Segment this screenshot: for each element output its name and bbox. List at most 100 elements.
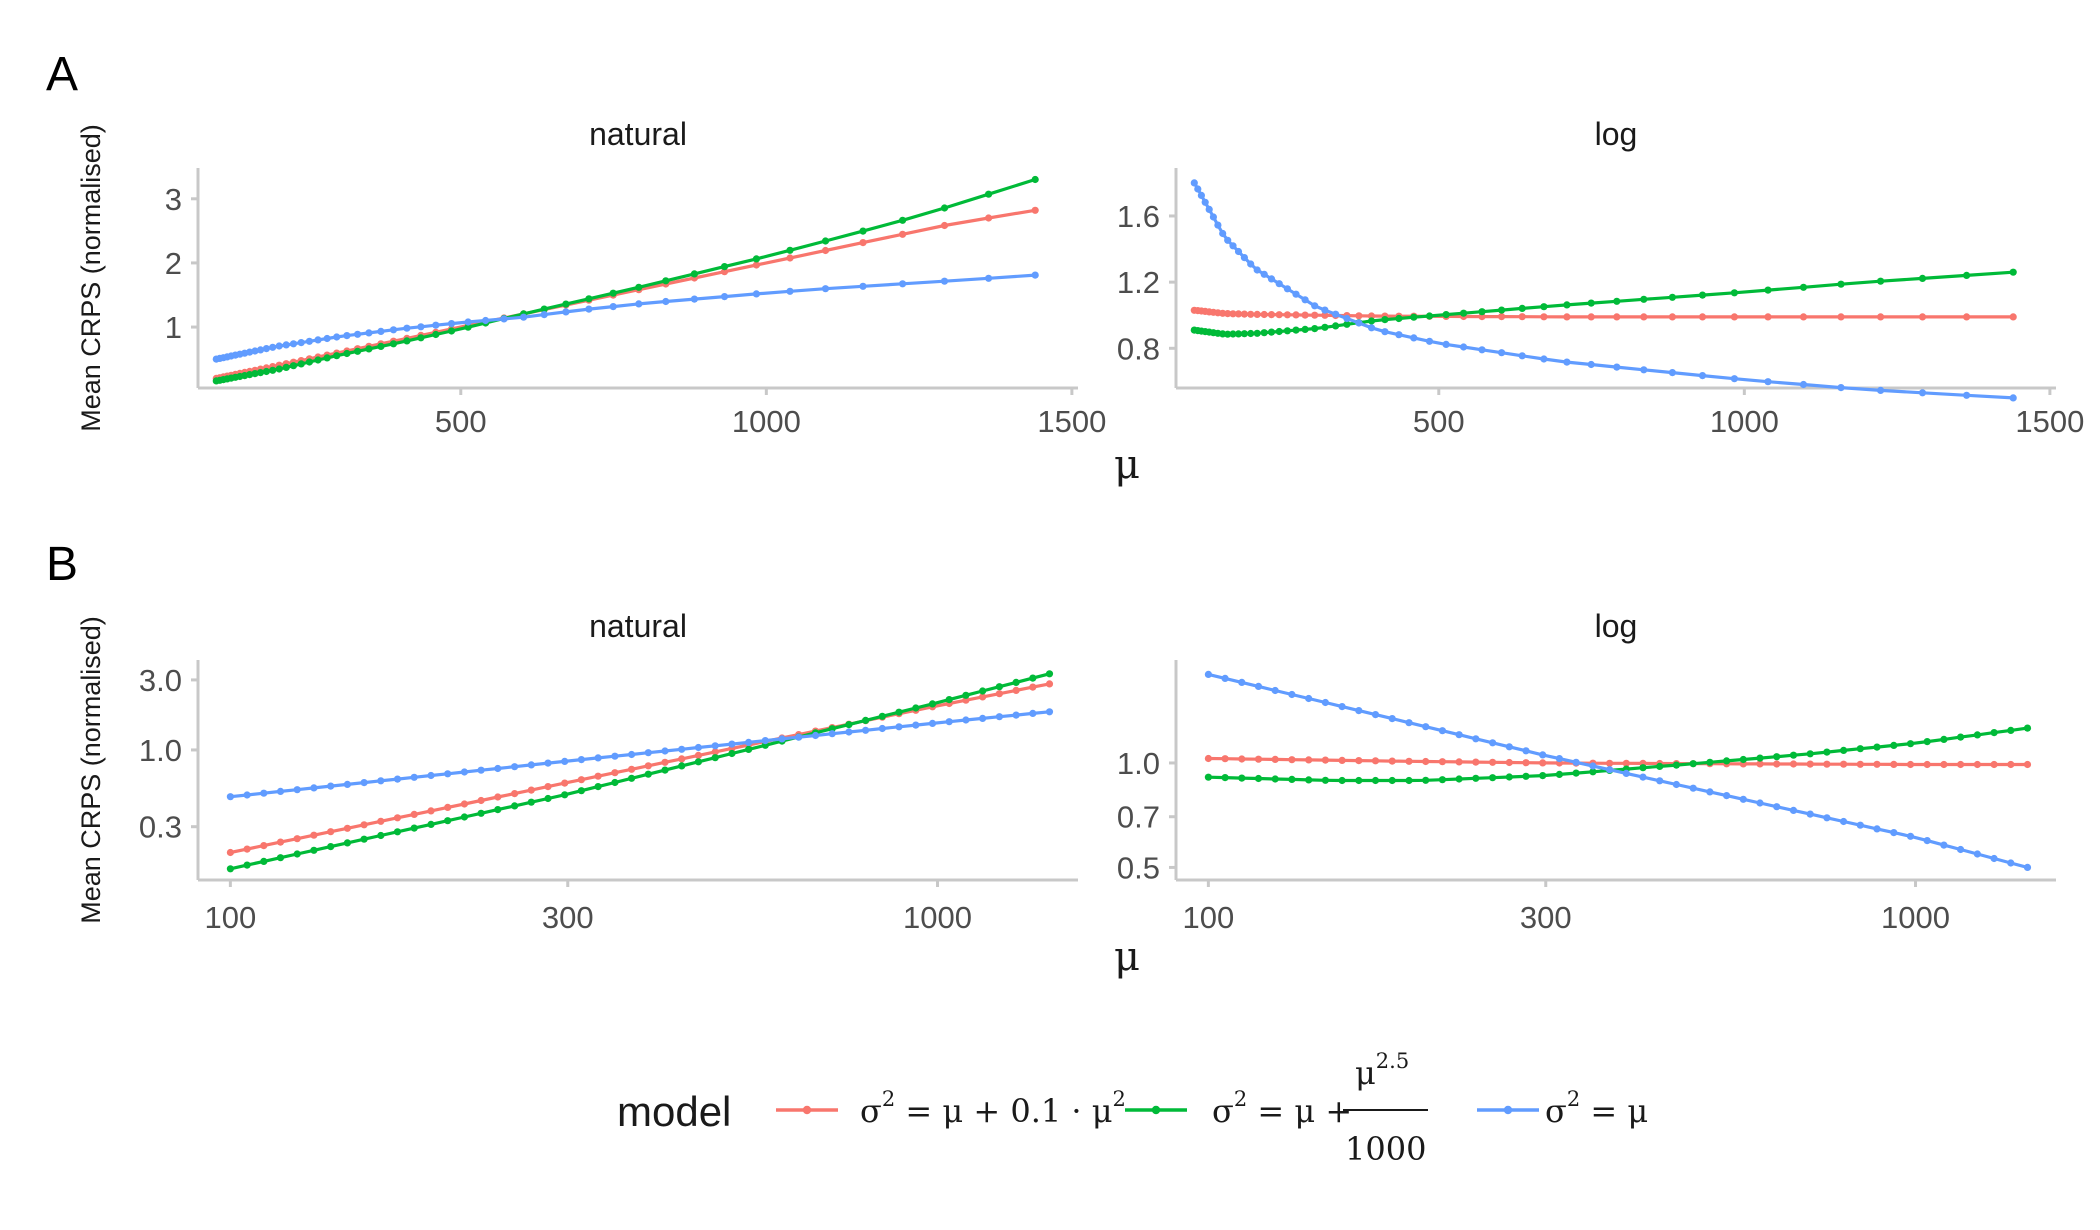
data-point — [1311, 311, 1319, 319]
data-point — [1271, 686, 1279, 695]
data-point — [1321, 698, 1329, 707]
data-point — [1371, 711, 1380, 719]
data-point — [276, 787, 285, 796]
data-point — [1940, 735, 1948, 744]
data-point — [251, 370, 259, 378]
data-point — [1438, 727, 1446, 735]
data-point — [1698, 372, 1707, 380]
y-axis-title: Mean CRPS (normalised) — [76, 124, 106, 432]
data-point — [1194, 185, 1202, 193]
data-point — [1240, 330, 1248, 338]
data-point — [494, 793, 502, 801]
data-point — [1338, 756, 1346, 765]
data-point — [899, 230, 907, 238]
data-point — [662, 277, 670, 285]
data-point — [1438, 776, 1446, 784]
data-point — [510, 802, 519, 810]
data-point — [561, 757, 569, 766]
data-point — [635, 300, 643, 308]
data-point — [1311, 325, 1319, 333]
data-point — [365, 345, 373, 353]
y-tick-label: 1.6 — [1117, 199, 1160, 234]
data-point — [1288, 775, 1296, 784]
data-point — [561, 779, 569, 787]
data-point — [821, 237, 830, 245]
data-point — [1455, 731, 1463, 739]
data-point — [786, 246, 794, 254]
data-point — [1540, 303, 1548, 311]
data-point — [1756, 760, 1764, 768]
data-point — [1498, 349, 1506, 357]
series-1 — [1190, 268, 2017, 338]
data-point — [752, 261, 761, 269]
data-point — [527, 786, 535, 794]
x-tick-label: 100 — [204, 900, 256, 935]
data-point — [1012, 686, 1020, 695]
y-tick-label: 1.2 — [1117, 265, 1160, 300]
data-point — [1455, 775, 1463, 783]
data-point — [1367, 312, 1376, 320]
data-point — [1204, 670, 1212, 679]
data-point — [540, 311, 548, 319]
data-point — [323, 334, 331, 343]
data-point — [985, 214, 993, 222]
data-point — [985, 274, 993, 282]
data-point — [1773, 753, 1781, 761]
data-point — [1422, 723, 1430, 731]
data-point — [393, 828, 402, 836]
data-point — [661, 747, 669, 755]
y-tick-label: 3.0 — [139, 663, 182, 698]
data-point — [1563, 358, 1571, 366]
data-point — [2009, 313, 2017, 321]
data-point — [1589, 768, 1597, 776]
data-point — [1234, 330, 1243, 338]
data-point — [1806, 760, 1814, 768]
data-point — [594, 754, 602, 762]
series-line — [230, 672, 1050, 871]
data-point — [343, 332, 351, 340]
data-point — [1234, 310, 1243, 318]
data-point — [1410, 334, 1418, 342]
data-point — [1371, 776, 1380, 785]
data-point — [1388, 757, 1396, 765]
data-point — [1478, 346, 1486, 354]
data-point — [2007, 760, 2015, 769]
data-point — [1405, 719, 1413, 727]
data-point — [1963, 313, 1971, 321]
data-point — [678, 762, 686, 770]
data-point — [403, 324, 411, 332]
data-point — [1973, 850, 1981, 858]
data-point — [2023, 863, 2032, 872]
data-point — [979, 693, 987, 701]
data-point — [711, 754, 719, 762]
data-point — [1890, 760, 1898, 769]
data-point — [1321, 323, 1329, 331]
data-point — [276, 854, 285, 862]
series-line — [1192, 182, 2014, 400]
data-point — [828, 730, 836, 738]
data-point — [1799, 380, 1808, 389]
data-point — [862, 726, 870, 734]
data-point — [482, 316, 490, 325]
data-point — [1238, 774, 1246, 782]
data-point — [1856, 821, 1864, 829]
legend-entry-pois: σ2 = μ — [1477, 1087, 1648, 1130]
series-0 — [1204, 754, 2032, 769]
data-point — [343, 349, 351, 358]
data-point — [293, 786, 301, 794]
data-point — [305, 337, 313, 345]
data-point — [1425, 337, 1434, 345]
data-point — [1689, 784, 1697, 792]
data-point — [1355, 707, 1363, 715]
y-tick-label: 0.8 — [1117, 331, 1160, 366]
data-point — [360, 835, 368, 843]
data-point — [1963, 391, 1971, 399]
data-point — [594, 772, 602, 780]
data-point — [260, 857, 268, 866]
data-point — [1305, 694, 1313, 703]
data-point — [628, 750, 636, 759]
data-point — [1923, 738, 1931, 746]
data-point — [786, 287, 794, 295]
x-tick-label: 1500 — [1037, 404, 1106, 439]
facet-title: natural — [589, 116, 687, 152]
